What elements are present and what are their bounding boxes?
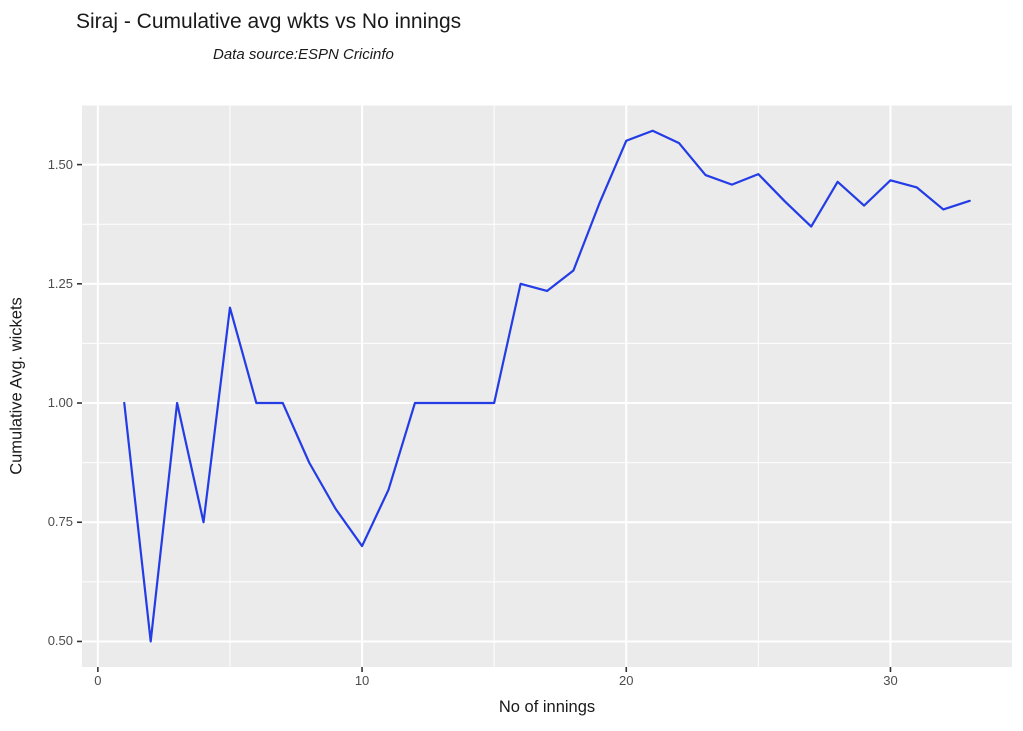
x-tick-label: 30	[883, 673, 898, 688]
chart-title: Siraj - Cumulative avg wkts vs No inning…	[76, 10, 462, 33]
y-tick-label: 1.25	[47, 275, 73, 291]
y-tick-label: 1.00	[47, 395, 73, 411]
cumulative-avg-line	[123, 129, 971, 643]
y-tick-label: 0.75	[47, 514, 73, 530]
plot-panel	[77, 104, 1012, 672]
y-axis-title: Cumulative Avg. wickets	[7, 297, 26, 475]
x-tick-label: 0	[94, 673, 102, 688]
x-tick-label: 10	[354, 673, 370, 688]
chart-subtitle: Data source:ESPN Cricinfo	[213, 46, 394, 63]
y-tick-label: 0.50	[47, 633, 73, 649]
line-chart-svg	[77, 104, 1012, 672]
x-tick-label: 20	[619, 673, 634, 688]
x-axis-title: No of innings	[498, 698, 596, 716]
y-tick-label: 1.50	[47, 156, 73, 172]
